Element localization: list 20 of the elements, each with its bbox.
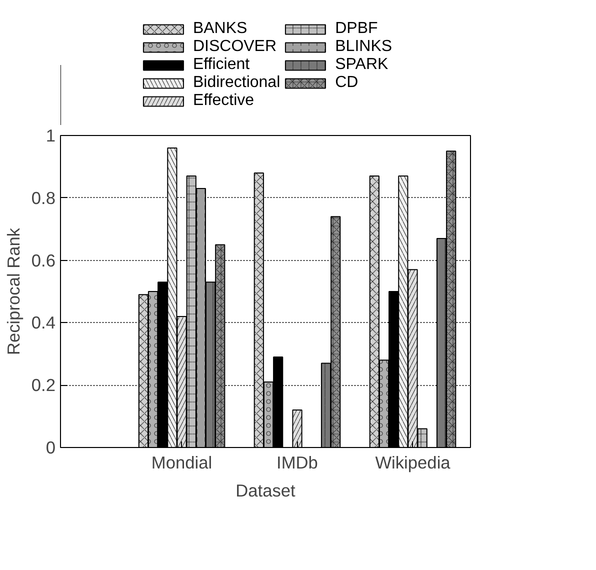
x-axis-title: Dataset: [236, 480, 296, 500]
y-tick-label: 1: [46, 126, 56, 146]
legend-label: Effective: [192, 92, 254, 110]
legend-label: BLINKS: [335, 38, 392, 56]
legend-label: DISCOVER: [192, 38, 277, 56]
y-tick-label: 0: [46, 438, 56, 458]
legend-label: CD: [335, 74, 358, 92]
y-axis-title: Reciprocal Rank: [3, 228, 24, 356]
legend-label: Bidirectional: [192, 74, 280, 92]
x-tick-label: Wikipedia: [375, 452, 451, 472]
y-tick-label: 0.6: [31, 250, 56, 270]
legend-label: BANKS: [192, 20, 248, 38]
y-tick-label: 0.4: [31, 312, 56, 333]
x-tick-label: IMDb: [276, 452, 318, 472]
legend-label: Efficient: [192, 56, 250, 74]
x-tick-label: Mondial: [151, 452, 212, 472]
legend-label: DPBF: [335, 20, 378, 38]
legend-label: SPARK: [335, 56, 388, 74]
y-tick-label: 0.2: [31, 375, 56, 396]
y-tick-label: 0.8: [31, 188, 56, 208]
